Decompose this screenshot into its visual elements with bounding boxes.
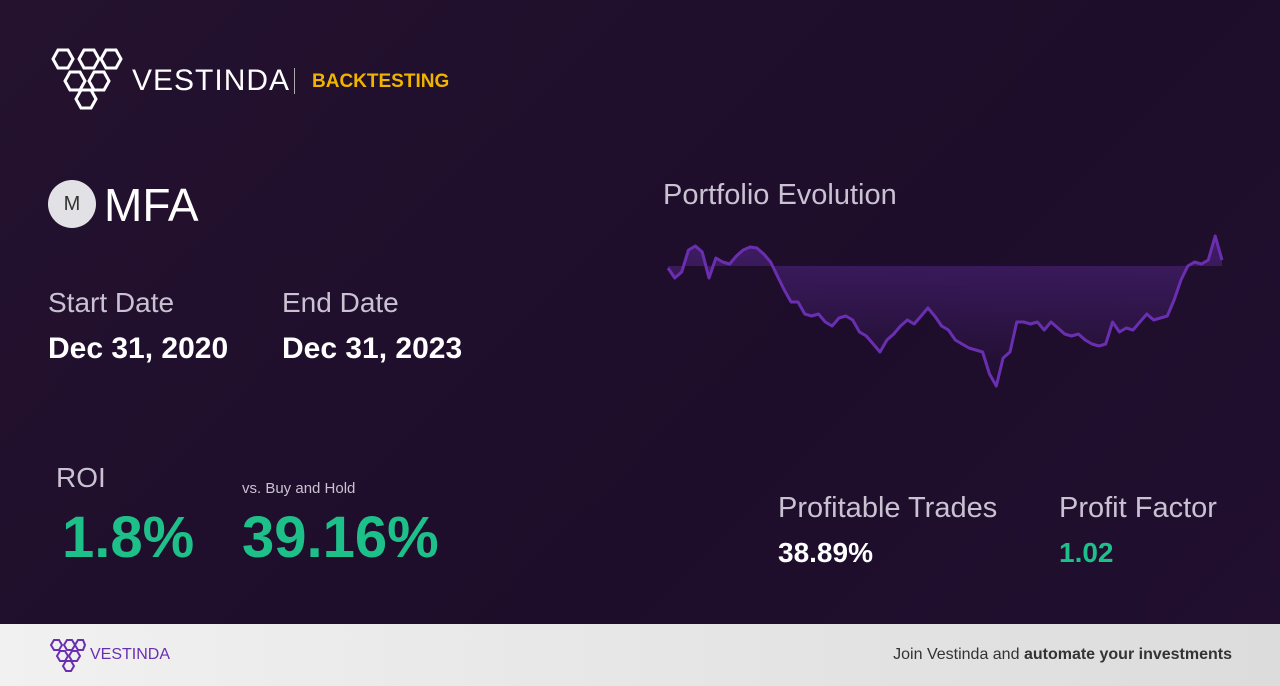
buy-hold: 39.16% [242,505,439,570]
footer-brand: VESTINDA [90,646,171,663]
label: ROI [56,462,106,493]
label: Start Date [48,287,175,318]
chart-title: Portfolio Evolution [663,179,897,211]
divider [294,68,295,94]
value: 1.02 [1059,537,1114,568]
ticker: MFA [104,179,199,231]
label: Profit Factor [1059,492,1217,524]
footer: VESTINDA Join Vestinda and automate your… [0,624,1280,686]
chart [666,234,1224,388]
cta: Join Vestinda and automate your investme… [893,646,1232,664]
logo [51,48,123,110]
value: Dec 31, 2020 [48,332,229,365]
area [668,236,1222,386]
cta-bold: automate your investments [1023,646,1232,663]
footer-logo [49,639,86,672]
label: Profitable Trades [778,492,998,524]
value: Dec 31, 2023 [282,332,463,365]
cta-text: Join Vestinda and [893,646,1020,663]
value: 38.89% [778,537,873,568]
label: End Date [282,287,399,318]
roi: 1.8% [62,505,195,570]
brand: VESTINDA [132,64,291,97]
line [666,234,1224,388]
label: vs. Buy and Hold [242,480,356,497]
section: BACKTESTING [312,71,450,92]
ticker-icon: M [48,180,96,228]
